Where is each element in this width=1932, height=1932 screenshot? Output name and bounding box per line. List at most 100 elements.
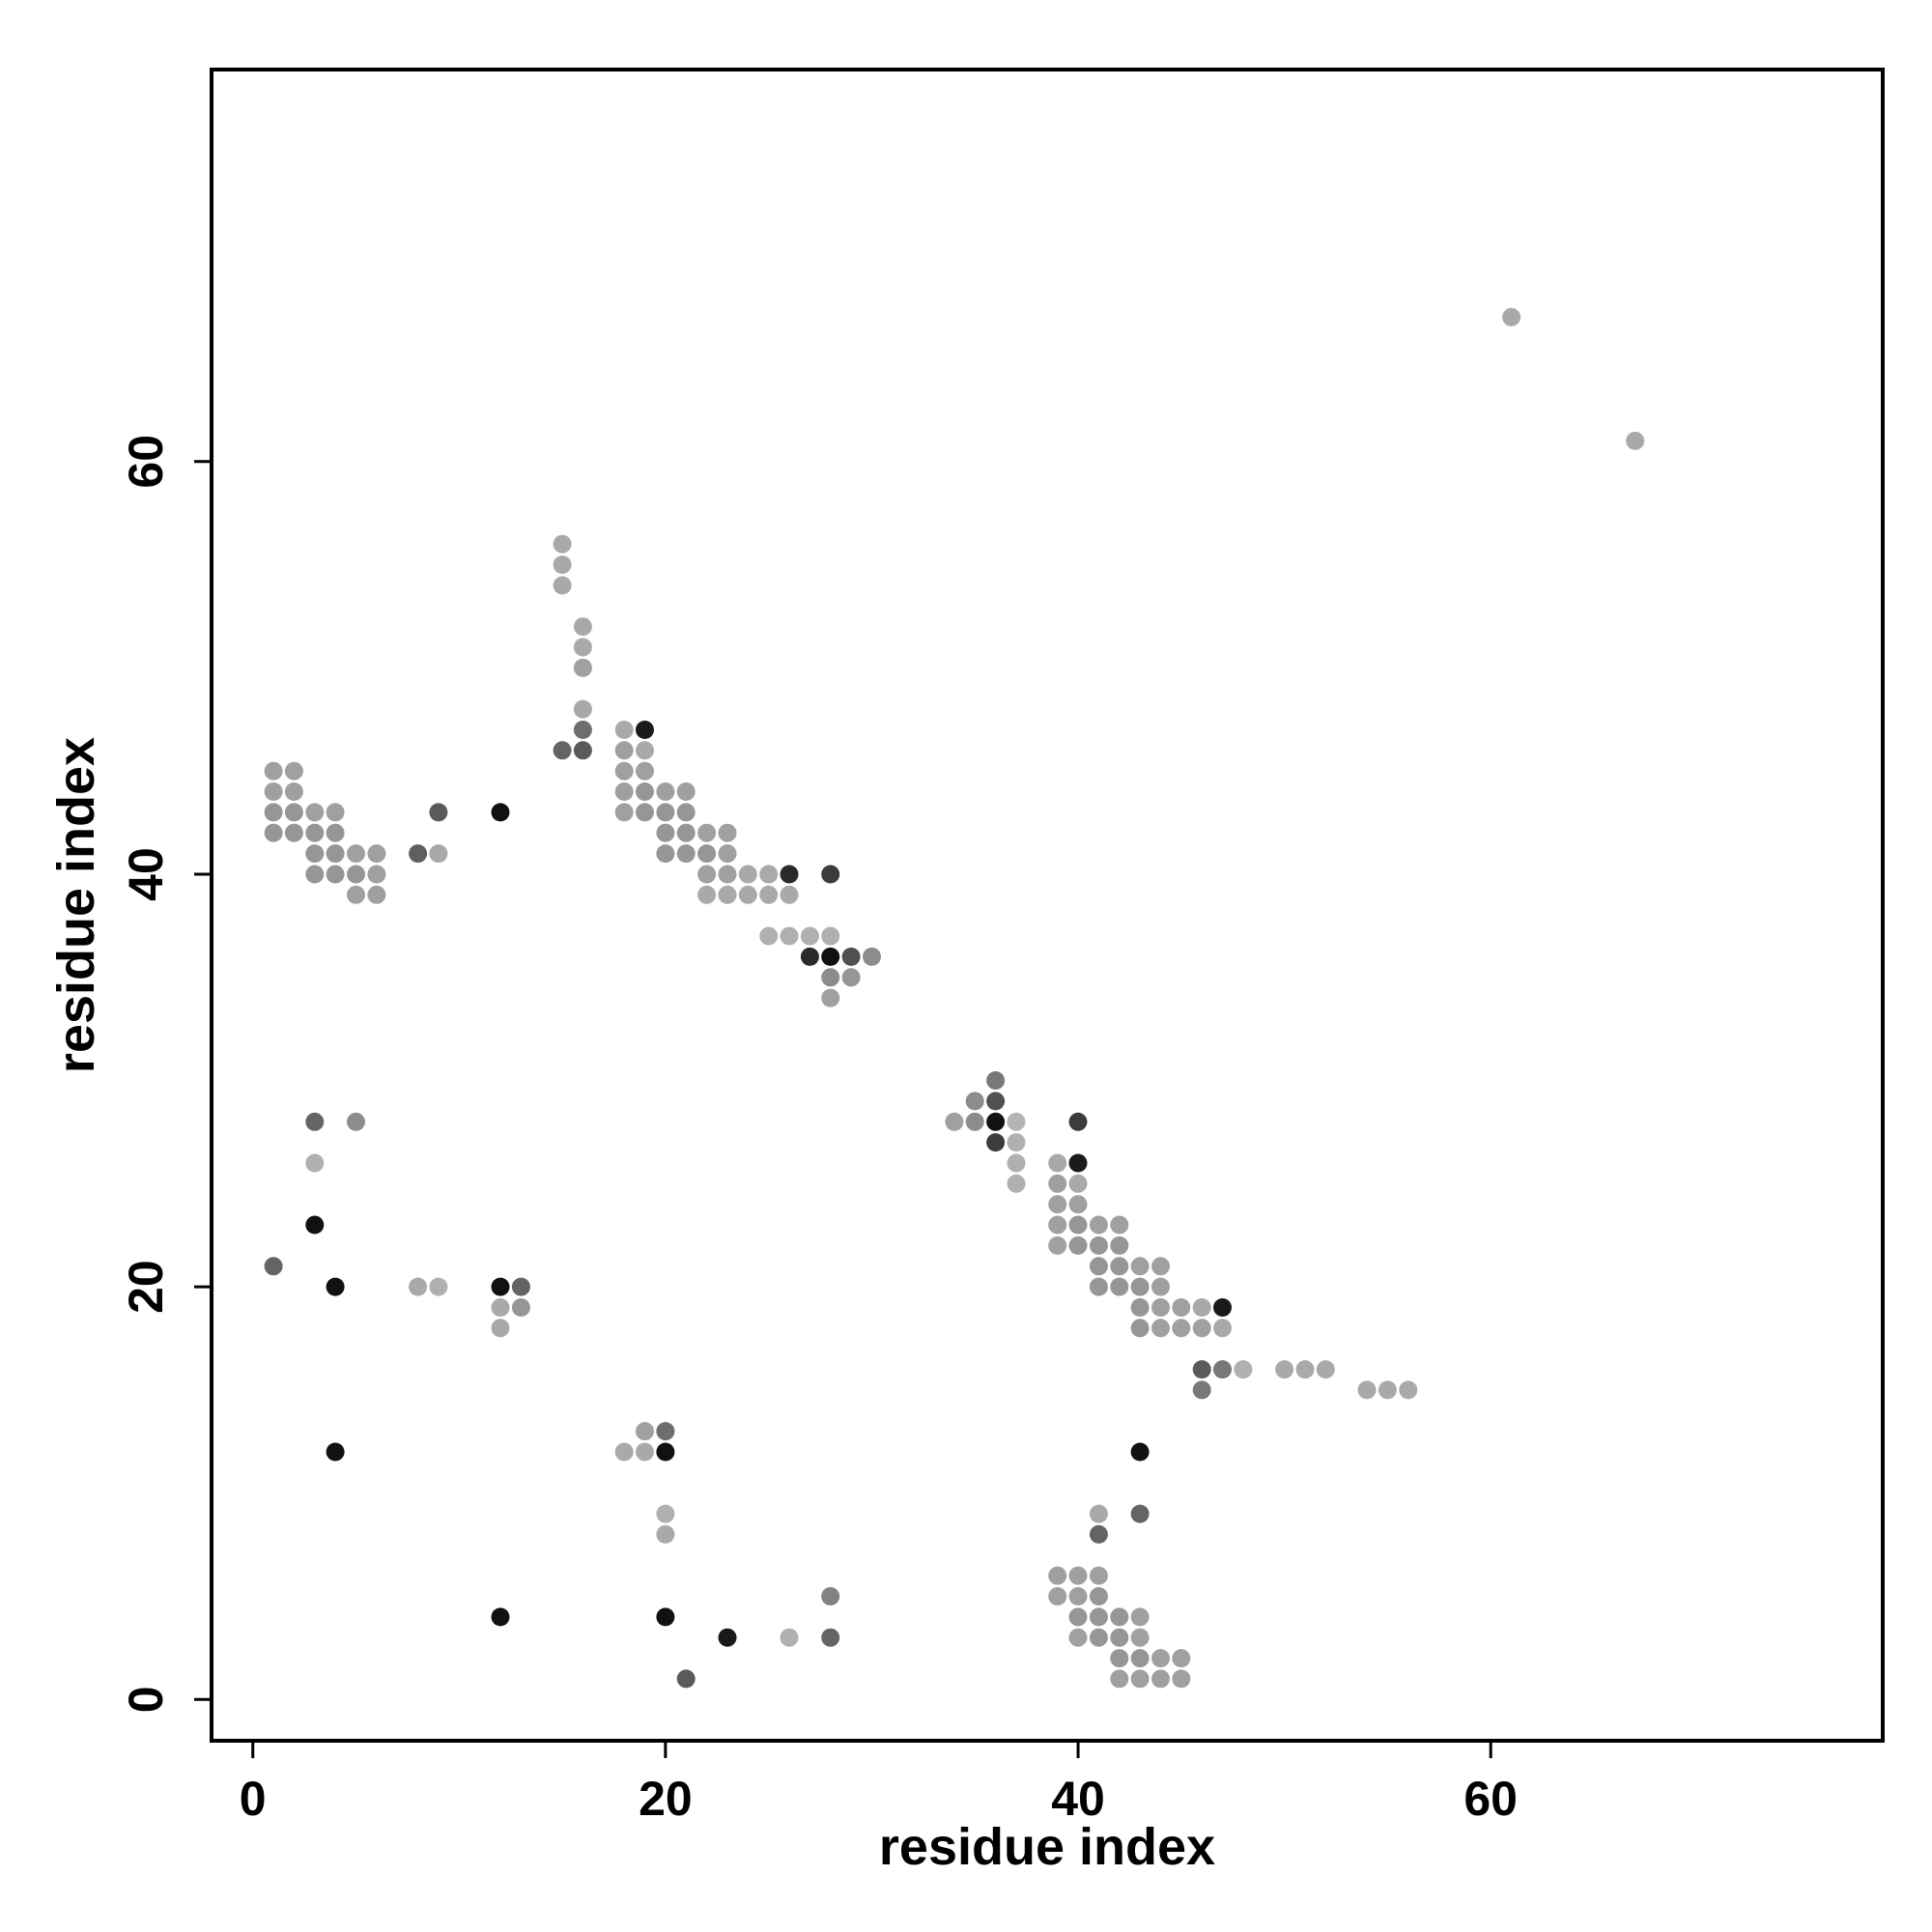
contact-point	[1068, 1174, 1088, 1193]
contact-point	[614, 741, 634, 760]
contact-point	[718, 1628, 737, 1647]
contact-point	[1110, 1257, 1129, 1276]
contact-point	[429, 803, 448, 822]
contact-point	[347, 885, 365, 904]
contact-point	[1048, 1236, 1067, 1255]
contact-point	[1130, 1504, 1150, 1523]
contact-point	[1089, 1566, 1108, 1585]
contact-point	[821, 1628, 840, 1647]
contact-point	[1130, 1669, 1150, 1689]
contact-point	[264, 803, 283, 822]
contact-point	[264, 782, 283, 801]
contact-point	[1110, 1649, 1129, 1668]
contact-point	[636, 1422, 654, 1441]
contact-point	[1316, 1360, 1335, 1379]
contact-point	[305, 823, 325, 842]
contact-point	[1213, 1360, 1232, 1379]
contact-point	[553, 534, 572, 554]
contact-point	[409, 844, 428, 864]
contact-point	[1151, 1669, 1170, 1689]
contact-point	[347, 844, 365, 864]
contact-point	[367, 865, 386, 884]
contact-point	[656, 803, 675, 822]
y-tick-label: 40	[119, 847, 173, 901]
contact-point	[305, 844, 325, 864]
contact-point	[1068, 1628, 1088, 1647]
x-tick-label: 0	[240, 1772, 267, 1826]
contact-point	[697, 865, 717, 884]
contact-point	[1089, 1504, 1108, 1523]
contact-point	[284, 782, 303, 801]
contact-point	[863, 947, 881, 966]
contact-point	[1048, 1215, 1067, 1235]
contact-point	[1007, 1112, 1026, 1131]
contact-point	[614, 1442, 634, 1462]
contact-point	[511, 1298, 530, 1317]
contact-point	[986, 1071, 1006, 1090]
contact-point	[780, 865, 799, 884]
plot-frame	[210, 68, 1885, 1743]
contact-point	[697, 823, 717, 842]
contact-point	[573, 699, 592, 719]
contact-point	[718, 865, 737, 884]
contact-point	[284, 803, 303, 822]
contact-point	[636, 1442, 654, 1462]
contact-point	[1068, 1566, 1088, 1585]
points-layer	[264, 307, 1645, 1689]
contact-point	[1213, 1319, 1232, 1338]
contact-point	[821, 968, 840, 987]
contact-point	[1213, 1298, 1232, 1317]
contact-point	[986, 1092, 1006, 1111]
contact-point	[553, 555, 572, 575]
contact-point	[821, 947, 840, 966]
contact-point	[945, 1112, 964, 1131]
contact-point	[1130, 1607, 1150, 1627]
contact-point	[573, 617, 592, 637]
contact-point	[1626, 431, 1645, 450]
y-tick-label: 0	[119, 1686, 173, 1713]
contact-point	[326, 1277, 345, 1296]
contact-point	[1068, 1153, 1088, 1173]
contact-point	[1048, 1174, 1067, 1193]
contact-point	[491, 1607, 510, 1627]
contact-point	[636, 761, 654, 781]
contact-point	[1151, 1319, 1170, 1338]
contact-point	[1151, 1277, 1170, 1296]
contact-point	[636, 782, 654, 801]
contact-point	[305, 865, 325, 884]
contact-point	[1007, 1153, 1026, 1173]
contact-point	[305, 1153, 325, 1173]
contact-point	[965, 1112, 984, 1131]
contact-point	[1048, 1587, 1067, 1605]
contact-point	[676, 782, 696, 801]
contact-point	[1089, 1628, 1108, 1647]
contact-point	[636, 741, 654, 760]
contact-point	[1110, 1236, 1129, 1255]
contact-point	[1234, 1360, 1253, 1379]
x-tick-label: 60	[1463, 1772, 1518, 1826]
contact-point	[326, 844, 345, 864]
x-axis: 0 20 40 60	[240, 1741, 1518, 1826]
x-tick-label: 40	[1051, 1772, 1105, 1826]
contact-point	[284, 823, 303, 842]
contact-point	[821, 988, 840, 1008]
contact-point	[656, 1504, 675, 1523]
y-tick-label: 60	[119, 435, 173, 489]
contact-point	[1172, 1669, 1191, 1689]
contact-point	[553, 741, 572, 760]
contact-point	[305, 1215, 325, 1235]
contact-point	[1172, 1649, 1191, 1668]
contact-point	[284, 761, 303, 781]
y-axis-label: residue index	[47, 737, 105, 1073]
contact-point	[347, 865, 365, 884]
contact-point	[1048, 1195, 1067, 1214]
contact-point	[1172, 1298, 1191, 1317]
contact-point	[656, 823, 675, 842]
contact-point	[367, 885, 386, 904]
contact-point	[491, 803, 510, 822]
contact-point	[1048, 1566, 1067, 1585]
contact-point	[821, 865, 840, 884]
contact-point	[553, 576, 572, 595]
contact-point	[1192, 1380, 1211, 1400]
